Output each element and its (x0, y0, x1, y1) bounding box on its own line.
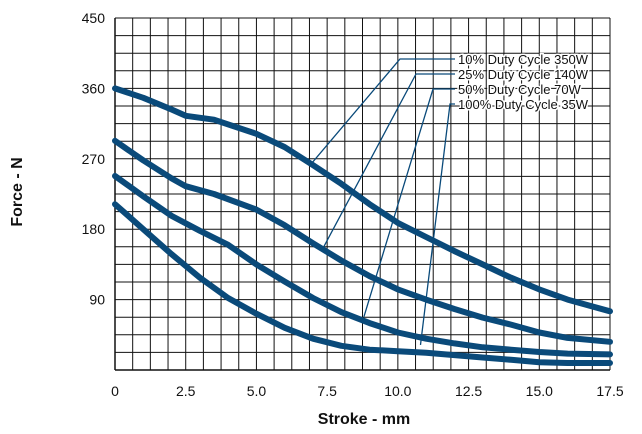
y-tick-label: 270 (82, 151, 106, 167)
x-tick-label: 5.0 (247, 383, 267, 399)
x-tick-label: 2.5 (176, 383, 196, 399)
x-tick-label: 12.5 (455, 383, 482, 399)
x-tick-label: 15.0 (526, 383, 553, 399)
legend-label: 100% Duty Cycle 35W (458, 97, 589, 112)
x-tick-label: 10.0 (384, 383, 411, 399)
x-tick-label: 7.5 (317, 383, 337, 399)
legend-label: 25% Duty Cycle 140W (458, 67, 589, 82)
x-tick-label: 17.5 (596, 383, 623, 399)
legend-leader-line (320, 73, 455, 252)
legend-leader-line (419, 103, 455, 346)
legend-leader-line (309, 58, 455, 166)
legend-label: 10% Duty Cycle 350W (458, 52, 589, 67)
x-tick-label: 0 (111, 383, 119, 399)
legend-leader-line (363, 88, 455, 317)
tick-labels: 0 2.5 5.0 7.5 10.0 12.5 15.0 17.5 90 180 270 360 450 (82, 10, 624, 399)
series-line-4 (112, 201, 613, 366)
x-axis-title: Stroke - mm (318, 411, 410, 428)
y-tick-label: 180 (82, 221, 106, 237)
y-tick-label: 90 (89, 292, 105, 308)
y-tick-label: 450 (82, 10, 106, 26)
series-line-2 (112, 137, 613, 345)
series-line-3 (112, 173, 613, 358)
y-axis-title: Force - N (9, 157, 26, 226)
legend-label: 50% Duty Cycle 70W (458, 82, 582, 97)
y-tick-label: 360 (82, 80, 106, 96)
series-lines (112, 85, 613, 366)
series-line-1 (112, 85, 613, 315)
